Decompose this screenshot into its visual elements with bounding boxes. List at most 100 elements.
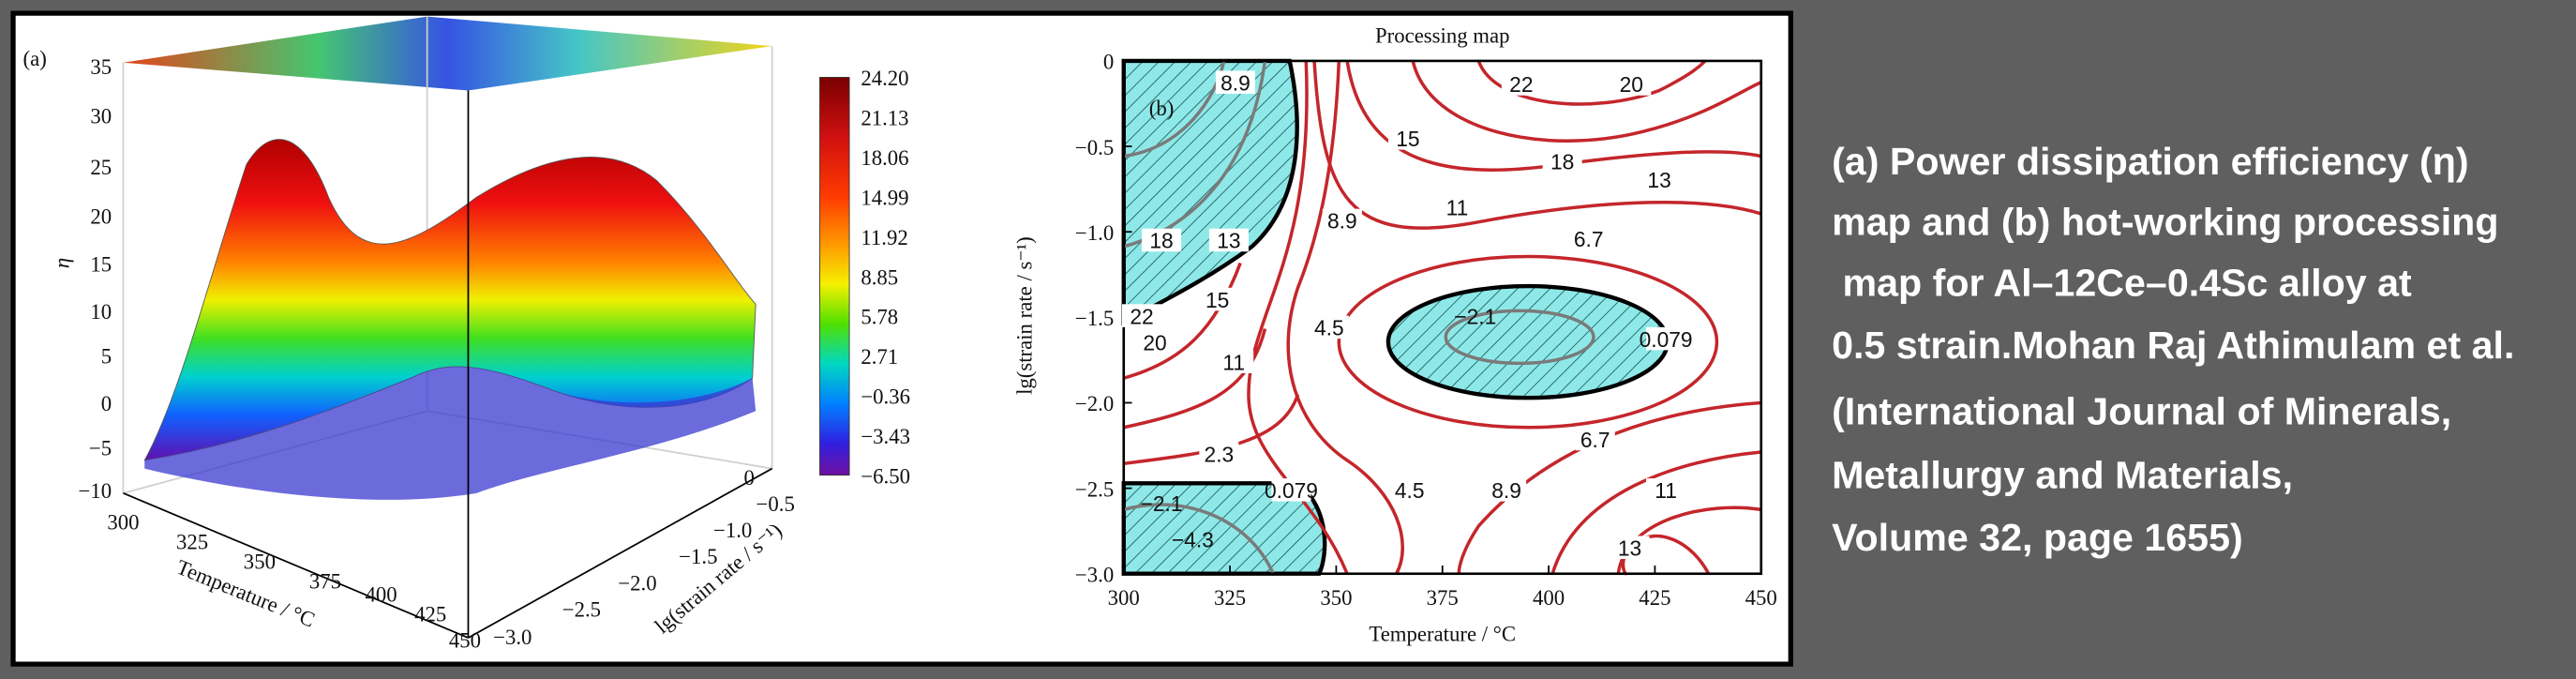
x-tick-label: 325 xyxy=(1214,586,1246,610)
contour-label-bg xyxy=(1387,127,1428,150)
contour-label-bg xyxy=(1322,208,1362,233)
z-tick-label: −5 xyxy=(89,437,112,460)
caption-line: 0.5 strain.Mohan Raj Athimulam et al. xyxy=(1832,324,2514,367)
z-tick-label: 5 xyxy=(101,344,112,368)
contour-label-bg xyxy=(1199,442,1239,466)
y-tick-label: −1.5 xyxy=(679,545,717,568)
y-tick-label: −3.0 xyxy=(493,626,532,649)
contour-label: 18 xyxy=(1550,150,1574,174)
contour-label-bg xyxy=(1121,304,1162,327)
contour-label-bg xyxy=(1568,226,1609,250)
x-tick-label: 325 xyxy=(176,530,208,553)
colorbar-tick-label: −6.50 xyxy=(861,464,910,488)
contour-label: −2.1 xyxy=(1141,491,1183,516)
y-tick-label: 0 xyxy=(1103,51,1114,74)
contour-label: 22 xyxy=(1509,72,1533,97)
x-tick-label: 375 xyxy=(1427,586,1459,610)
y-tick-label: −1.5 xyxy=(1075,307,1114,330)
contour xyxy=(1123,328,1267,430)
contour-label-bg xyxy=(1214,350,1254,373)
x-tick-label: 350 xyxy=(244,550,276,573)
y-tick-label: −2.0 xyxy=(618,571,656,595)
contour-label: 13 xyxy=(1217,229,1240,253)
z-tick-label: 30 xyxy=(90,105,112,128)
contour-label: 18 xyxy=(1149,229,1173,253)
x-tick-label: 350 xyxy=(1320,586,1352,610)
z-tick-label: 25 xyxy=(90,156,112,179)
y-tick-label: −3.0 xyxy=(1075,564,1114,587)
x-tick-label: 400 xyxy=(366,583,397,607)
contour-label-bg xyxy=(1142,228,1182,252)
colorbar-tick-label: 2.71 xyxy=(861,345,898,369)
caption-line: Volume 32, page 1655) xyxy=(1832,516,2243,559)
colorbar-tick-label: 11.92 xyxy=(861,226,907,249)
contour xyxy=(1337,254,1719,430)
contour xyxy=(1123,262,1242,380)
contour-label-bg xyxy=(1501,72,1541,96)
colorbar-tick-label: 24.20 xyxy=(861,67,908,90)
colorbar-tick-label: −0.36 xyxy=(861,385,910,409)
surface-underside xyxy=(144,366,756,500)
x-tick-label: 300 xyxy=(1108,586,1140,610)
contour-label-bg xyxy=(1610,536,1650,559)
contour-label-bg xyxy=(1437,195,1477,219)
contour-label-bg xyxy=(1487,478,1527,502)
contour xyxy=(1550,450,1761,575)
contour-label: 2.3 xyxy=(1205,443,1235,467)
top-projection xyxy=(123,16,772,91)
contour xyxy=(1411,60,1762,143)
axis-y xyxy=(468,467,773,639)
contour-label: 22 xyxy=(1130,304,1153,328)
y-tick-label: −2.5 xyxy=(1075,477,1114,501)
contour-label: 8.9 xyxy=(1221,70,1251,95)
contour-label: 11 xyxy=(1446,196,1469,220)
contour-label-bg xyxy=(1208,228,1249,252)
z-tick-label: 0 xyxy=(101,392,112,415)
text-layer: (a) η 35 30 25 20 15 10 5 0 −5 −10 300 325 350 375 400 42… xyxy=(23,24,2515,653)
panel-b xyxy=(1121,58,1763,576)
x-axis-label: Temperature / °C xyxy=(1369,623,1516,646)
contour-label-bg xyxy=(1309,315,1349,340)
contour-label-bg xyxy=(1542,149,1582,174)
contour xyxy=(1444,309,1595,366)
contour-label: 4.5 xyxy=(1395,478,1425,503)
contour-label: 11 xyxy=(1655,478,1677,503)
chart-title: Processing map xyxy=(1375,24,1510,48)
y-tick-label: −0.5 xyxy=(756,492,795,516)
contour-label: 13 xyxy=(1618,536,1641,560)
contour-label: 15 xyxy=(1206,288,1229,312)
contour-label-bg xyxy=(1575,427,1615,451)
panel-label: (b) xyxy=(1149,97,1175,120)
caption-line: Metallurgy and Materials, xyxy=(1832,454,2293,497)
contour-label: 11 xyxy=(1222,350,1245,374)
contour xyxy=(1476,59,1707,106)
contour-label: 20 xyxy=(1143,330,1166,355)
contour-label-bg xyxy=(1389,478,1430,502)
colorbar-tick-label: −3.43 xyxy=(861,425,910,448)
panel-a xyxy=(122,16,850,639)
contour-label: 13 xyxy=(1647,168,1670,192)
contour-label-bg xyxy=(1215,70,1255,94)
colorbar-tick-label: 21.13 xyxy=(861,107,908,130)
contour-label: 8.9 xyxy=(1491,478,1521,503)
contour-label: −2.1 xyxy=(1454,304,1496,328)
contour-label-bg xyxy=(1646,478,1686,502)
contour-label-bg xyxy=(1135,330,1176,354)
z-tick-label: −10 xyxy=(79,479,112,503)
axis-x xyxy=(123,492,469,639)
contour-label-bg xyxy=(1271,478,1311,502)
x-tick-label: 450 xyxy=(1745,586,1777,610)
colorbar-tick-label: 18.06 xyxy=(861,146,908,170)
contour-label: 0.079 xyxy=(1640,327,1693,352)
contour-label: 4.5 xyxy=(1314,316,1344,340)
contour-label: 8.9 xyxy=(1327,209,1357,234)
x-tick-label: 425 xyxy=(414,603,446,626)
contour xyxy=(1286,60,1404,575)
contour xyxy=(1123,503,1275,575)
contour xyxy=(1247,60,1349,575)
instability-region xyxy=(1385,283,1670,400)
z-axis-label: η xyxy=(51,258,74,268)
x-tick-label: 450 xyxy=(449,629,481,653)
